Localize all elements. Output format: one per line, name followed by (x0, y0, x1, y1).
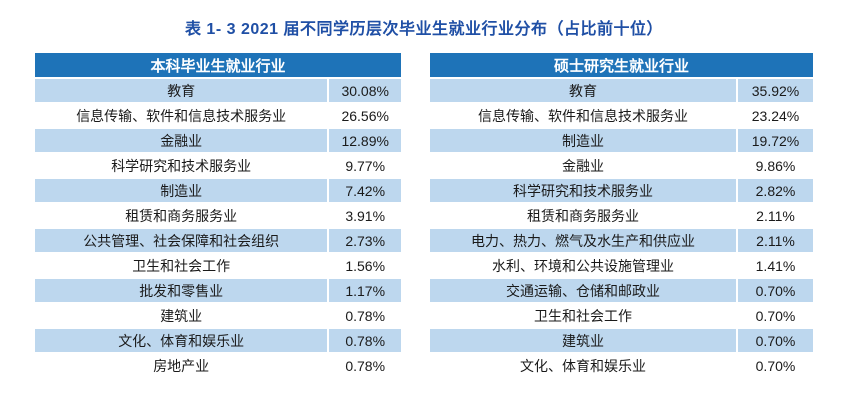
industry-cell: 建筑业 (32, 302, 330, 329)
industry-cell: 教育 (32, 77, 330, 104)
percent-cell: 26.56% (327, 102, 403, 129)
industry-cell: 批发和零售业 (32, 277, 330, 304)
industry-cell: 科学研究和技术服务业 (32, 152, 330, 179)
industry-cell: 公共管理、社会保障和社会组织 (32, 227, 330, 254)
percent-cell: 1.17% (327, 277, 403, 304)
table-row: 制造业 19.72% (428, 127, 815, 154)
percent-cell: 0.70% (736, 327, 815, 354)
industry-cell: 交通运输、仓储和邮政业 (428, 277, 738, 304)
tables-container: 本科毕业生就业行业 教育 30.08% 信息传输、软件和信息技术服务业 26.56% 金… (32, 51, 815, 379)
industry-cell: 房地产业 (32, 352, 330, 379)
table-row: 信息传输、软件和信息技术服务业 23.24% (428, 102, 815, 129)
undergraduate-employment-table: 本科毕业生就业行业 教育 30.08% 信息传输、软件和信息技术服务业 26.56% 金… (32, 51, 403, 379)
table-row: 公共管理、社会保障和社会组织 2.73% (32, 227, 403, 254)
table-row: 信息传输、软件和信息技术服务业 26.56% (32, 102, 403, 129)
percent-cell: 0.70% (736, 352, 815, 379)
percent-cell: 9.77% (327, 152, 403, 179)
percent-cell: 0.70% (736, 302, 815, 329)
table-caption: 表 1- 3 2021 届不同学历层次毕业生就业行业分布（占比前十位） (184, 21, 663, 38)
table-row: 房地产业 0.78% (32, 352, 403, 379)
report-table-section: 表 1- 3 2021 届不同学历层次毕业生就业行业分布（占比前十位） 本科毕业… (32, 21, 815, 379)
table-row: 教育 30.08% (32, 77, 403, 104)
master-table-header: 硕士研究生就业行业 (428, 51, 815, 79)
industry-cell: 教育 (428, 77, 738, 104)
percent-cell: 1.41% (736, 252, 815, 279)
table-row: 建筑业 0.70% (428, 327, 815, 354)
percent-cell: 2.11% (736, 227, 815, 254)
table-row: 文化、体育和娱乐业 0.70% (428, 352, 815, 379)
percent-cell: 9.86% (736, 152, 815, 179)
table-row: 金融业 12.89% (32, 127, 403, 154)
table-header-row: 本科毕业生就业行业 (33, 51, 403, 79)
percent-cell: 30.08% (327, 77, 403, 104)
table-row: 科学研究和技术服务业 2.82% (428, 177, 815, 204)
industry-cell: 电力、热力、燃气及水生产和供应业 (428, 227, 738, 254)
table-row: 卫生和社会工作 1.56% (32, 252, 403, 279)
table-row: 租赁和商务服务业 3.91% (32, 202, 403, 229)
percent-cell: 23.24% (736, 102, 815, 129)
industry-cell: 租赁和商务服务业 (428, 202, 738, 229)
master-table-body: 教育 35.92% 信息传输、软件和信息技术服务业 23.24% 制造业 19.72% 金融… (428, 77, 815, 379)
industry-cell: 文化、体育和娱乐业 (32, 327, 330, 354)
percent-cell: 0.78% (327, 302, 403, 329)
percent-cell: 19.72% (736, 127, 815, 154)
industry-cell: 文化、体育和娱乐业 (428, 352, 738, 379)
percent-cell: 35.92% (736, 77, 815, 104)
table-row: 批发和零售业 1.17% (32, 277, 403, 304)
percent-cell: 0.78% (327, 327, 403, 354)
table-row: 文化、体育和娱乐业 0.78% (32, 327, 403, 354)
table-row: 交通运输、仓储和邮政业 0.70% (428, 277, 815, 304)
undergraduate-table-header: 本科毕业生就业行业 (33, 51, 403, 79)
table-row: 教育 35.92% (428, 77, 815, 104)
master-employment-table: 硕士研究生就业行业 教育 35.92% 信息传输、软件和信息技术服务业 23.24% 制… (428, 51, 815, 379)
table-row: 卫生和社会工作 0.70% (428, 302, 815, 329)
industry-cell: 水利、环境和公共设施管理业 (428, 252, 738, 279)
percent-cell: 3.91% (327, 202, 403, 229)
industry-cell: 科学研究和技术服务业 (428, 177, 738, 204)
industry-cell: 信息传输、软件和信息技术服务业 (32, 102, 330, 129)
table-row: 建筑业 0.78% (32, 302, 403, 329)
table-row: 科学研究和技术服务业 9.77% (32, 152, 403, 179)
industry-cell: 建筑业 (428, 327, 738, 354)
table-row: 租赁和商务服务业 2.11% (428, 202, 815, 229)
table-row: 水利、环境和公共设施管理业 1.41% (428, 252, 815, 279)
undergraduate-table-body: 教育 30.08% 信息传输、软件和信息技术服务业 26.56% 金融业 12.89% 科学… (32, 77, 403, 379)
industry-cell: 卫生和社会工作 (428, 302, 738, 329)
percent-cell: 12.89% (327, 127, 403, 154)
industry-cell: 租赁和商务服务业 (32, 202, 330, 229)
industry-cell: 信息传输、软件和信息技术服务业 (428, 102, 738, 129)
percent-cell: 7.42% (327, 177, 403, 204)
percent-cell: 2.11% (736, 202, 815, 229)
percent-cell: 0.78% (327, 352, 403, 379)
percent-cell: 1.56% (327, 252, 403, 279)
industry-cell: 卫生和社会工作 (32, 252, 330, 279)
industry-cell: 制造业 (428, 127, 738, 154)
industry-cell: 金融业 (32, 127, 330, 154)
table-row: 电力、热力、燃气及水生产和供应业 2.11% (428, 227, 815, 254)
industry-cell: 制造业 (32, 177, 330, 204)
table-header-row: 硕士研究生就业行业 (428, 51, 815, 79)
industry-cell: 金融业 (428, 152, 738, 179)
percent-cell: 2.73% (327, 227, 403, 254)
table-row: 制造业 7.42% (32, 177, 403, 204)
percent-cell: 0.70% (736, 277, 815, 304)
table-row: 金融业 9.86% (428, 152, 815, 179)
percent-cell: 2.82% (736, 177, 815, 204)
